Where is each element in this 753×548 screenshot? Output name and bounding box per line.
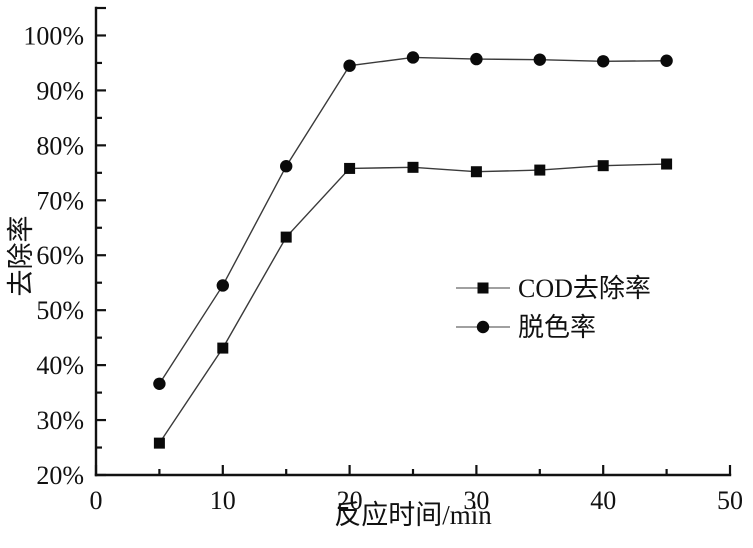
circle-marker <box>597 55 610 68</box>
legend-square-marker <box>477 282 489 294</box>
x-tick-label: 30 <box>463 486 489 515</box>
y-tick-label: 80% <box>36 131 84 160</box>
square-marker <box>534 164 546 176</box>
x-tick-label: 20 <box>337 486 363 515</box>
series-decolorization-rate <box>153 51 673 390</box>
x-tick-label: 10 <box>210 486 236 515</box>
y-tick-label: 90% <box>36 76 84 105</box>
square-marker <box>153 437 165 449</box>
series-line-cod-removal <box>158 163 667 444</box>
square-marker <box>597 160 609 172</box>
ticks <box>94 6 732 477</box>
square-marker <box>470 166 482 178</box>
legend-item-cod-removal: COD去除率 <box>456 274 651 303</box>
circle-marker <box>660 54 673 67</box>
y-tick-label: 30% <box>36 406 84 435</box>
y-tick-label: 50% <box>36 296 84 325</box>
circle-marker <box>216 279 229 292</box>
legend-label: COD去除率 <box>518 274 651 303</box>
circle-marker <box>280 160 293 173</box>
y-tick-label: 60% <box>36 241 84 270</box>
circle-marker <box>470 52 483 66</box>
x-tick-label: 50 <box>717 486 743 515</box>
y-tick-label: 20% <box>36 461 84 490</box>
series-cod-removal <box>153 158 673 449</box>
square-marker <box>280 231 292 243</box>
circle-marker <box>153 377 166 390</box>
tick-labels: 20% 30% 40% 50% 60% 70% 80% 90% 100% 0 10 20 30 40 50 <box>23 21 743 515</box>
y-tick-label: 40% <box>36 351 84 380</box>
square-marker <box>407 161 419 173</box>
legend-item-decolorization-rate: 脱色率 <box>456 313 596 342</box>
x-tick-label: 0 <box>90 486 103 515</box>
y-axis-title: 去除率 <box>6 216 36 297</box>
circle-marker <box>406 51 420 64</box>
circle-marker <box>533 53 546 66</box>
square-marker <box>661 158 673 170</box>
square-marker <box>217 342 229 354</box>
y-tick-label: 100% <box>23 21 84 50</box>
axes <box>94 6 732 477</box>
circle-marker <box>343 59 356 72</box>
legend-label: 脱色率 <box>518 313 596 342</box>
x-axis-title: 反应时间/min <box>334 500 492 530</box>
square-marker <box>344 162 356 174</box>
y-tick-label: 70% <box>36 186 84 215</box>
x-tick-label: 40 <box>590 486 616 515</box>
legend-circle-marker <box>476 320 490 334</box>
